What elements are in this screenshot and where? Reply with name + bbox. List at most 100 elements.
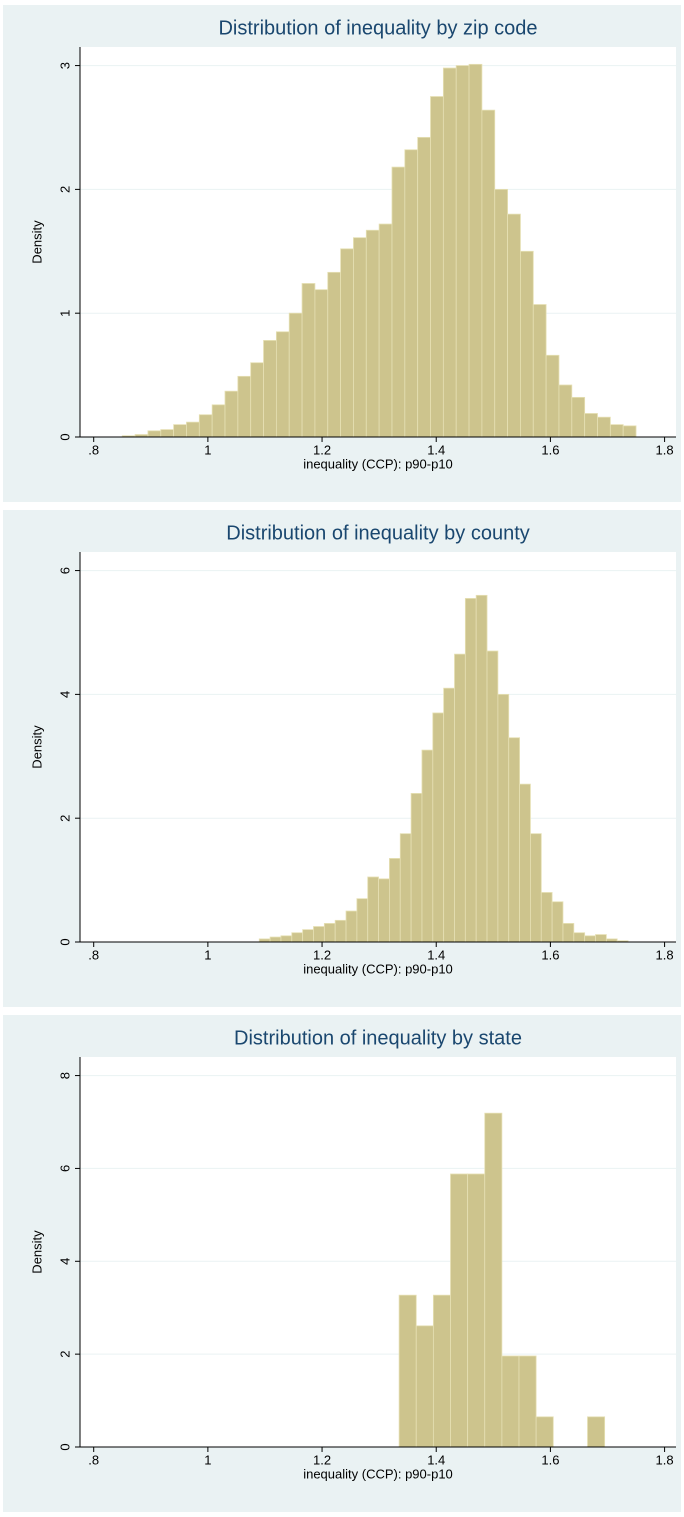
bar <box>313 926 325 943</box>
y-axis-label: Density <box>29 725 44 769</box>
bar <box>302 929 314 943</box>
y-axis-label: Density <box>29 220 44 264</box>
bar <box>327 271 342 438</box>
bar <box>345 910 358 943</box>
bar <box>432 712 445 943</box>
bar <box>280 935 293 943</box>
bar <box>558 384 573 438</box>
bar <box>275 331 290 438</box>
bar <box>545 354 560 438</box>
x-tick-label: 1 <box>204 947 211 962</box>
bar <box>508 737 520 943</box>
y-tick-label: 2 <box>57 815 72 822</box>
bar <box>573 932 586 943</box>
x-tick-label: 1.4 <box>427 1452 445 1467</box>
bar <box>291 932 304 943</box>
x-tick-label: .8 <box>88 442 99 457</box>
bar <box>532 304 547 438</box>
x-tick-label: 1 <box>204 442 211 457</box>
bar <box>415 1325 434 1448</box>
bar <box>584 413 598 438</box>
x-tick-label: .8 <box>88 947 99 962</box>
y-tick-label: 6 <box>57 1165 72 1172</box>
chart-title: Distribution of inequality by state <box>234 1027 522 1049</box>
y-axis-label: Density <box>29 1230 44 1274</box>
y-tick-label: 6 <box>57 567 72 574</box>
bar <box>518 1355 537 1448</box>
bar <box>464 598 477 943</box>
bar <box>404 149 419 438</box>
x-tick-label: 1.6 <box>541 1452 559 1467</box>
bar <box>263 340 277 438</box>
bar <box>520 250 534 438</box>
bar <box>467 1173 486 1448</box>
panel: Distribution of inequality by county 0 2 4 6… <box>3 510 681 1007</box>
bar <box>540 892 553 943</box>
chart-title: Distribution of inequality by county <box>226 522 530 544</box>
plot-area <box>80 1057 676 1447</box>
bar <box>475 594 488 943</box>
bar <box>367 876 379 943</box>
bar <box>237 375 252 438</box>
panel: Distribution of inequality by zip code 0 1… <box>3 5 681 502</box>
bar <box>378 878 390 943</box>
bar <box>198 414 213 438</box>
bar <box>211 404 226 438</box>
x-tick-label: 1.2 <box>313 442 331 457</box>
y-tick-label: 4 <box>57 691 72 698</box>
bar <box>497 693 510 943</box>
bar <box>454 653 466 943</box>
x-tick-label: 1.6 <box>541 947 559 962</box>
bar <box>551 901 564 943</box>
bar <box>365 229 380 438</box>
chart-title: Distribution of inequality by zip code <box>218 17 537 39</box>
bar <box>417 136 431 438</box>
bar <box>535 1416 554 1448</box>
x-tick-label: 1 <box>204 1452 211 1467</box>
y-tick-label: 2 <box>57 186 72 193</box>
bar <box>595 934 607 943</box>
bar <box>468 63 483 438</box>
bar <box>450 1173 469 1448</box>
bar <box>410 793 423 943</box>
bar <box>584 935 596 943</box>
bar <box>389 858 401 943</box>
bar <box>432 1294 451 1448</box>
x-tick-label: 1.2 <box>313 947 331 962</box>
bar <box>481 109 496 438</box>
bar <box>507 213 521 438</box>
x-axis-label: inequality (CCP): p90-p10 <box>303 961 453 976</box>
bar <box>484 1112 503 1448</box>
bar <box>314 289 329 438</box>
bar <box>147 430 162 438</box>
bar <box>378 223 393 438</box>
y-tick-label: 8 <box>57 1072 72 1079</box>
bar <box>353 237 367 438</box>
x-axis-label: inequality (CCP): p90-p10 <box>303 1466 453 1481</box>
bar <box>430 96 444 438</box>
bar <box>486 650 499 943</box>
x-tick-label: .8 <box>88 1452 99 1467</box>
bar <box>530 833 542 943</box>
y-tick-label: 2 <box>57 1351 72 1358</box>
x-tick-label: 1.2 <box>313 1452 331 1467</box>
y-tick-label: 3 <box>57 62 72 69</box>
bar <box>250 362 264 438</box>
bar <box>519 783 531 943</box>
y-tick-label: 0 <box>57 433 72 440</box>
bar <box>340 248 354 438</box>
bar <box>398 1294 417 1448</box>
x-axis-label: inequality (CCP): p90-p10 <box>303 456 453 471</box>
bar <box>301 283 316 438</box>
bar <box>288 312 303 438</box>
bar <box>173 424 187 438</box>
y-tick-label: 0 <box>57 1443 72 1450</box>
bar <box>391 166 406 438</box>
bar <box>442 67 457 438</box>
bar <box>334 919 347 943</box>
x-tick-label: 1.6 <box>541 442 559 457</box>
x-tick-label: 1.8 <box>656 947 674 962</box>
x-tick-label: 1.4 <box>427 442 445 457</box>
bar <box>494 188 508 438</box>
